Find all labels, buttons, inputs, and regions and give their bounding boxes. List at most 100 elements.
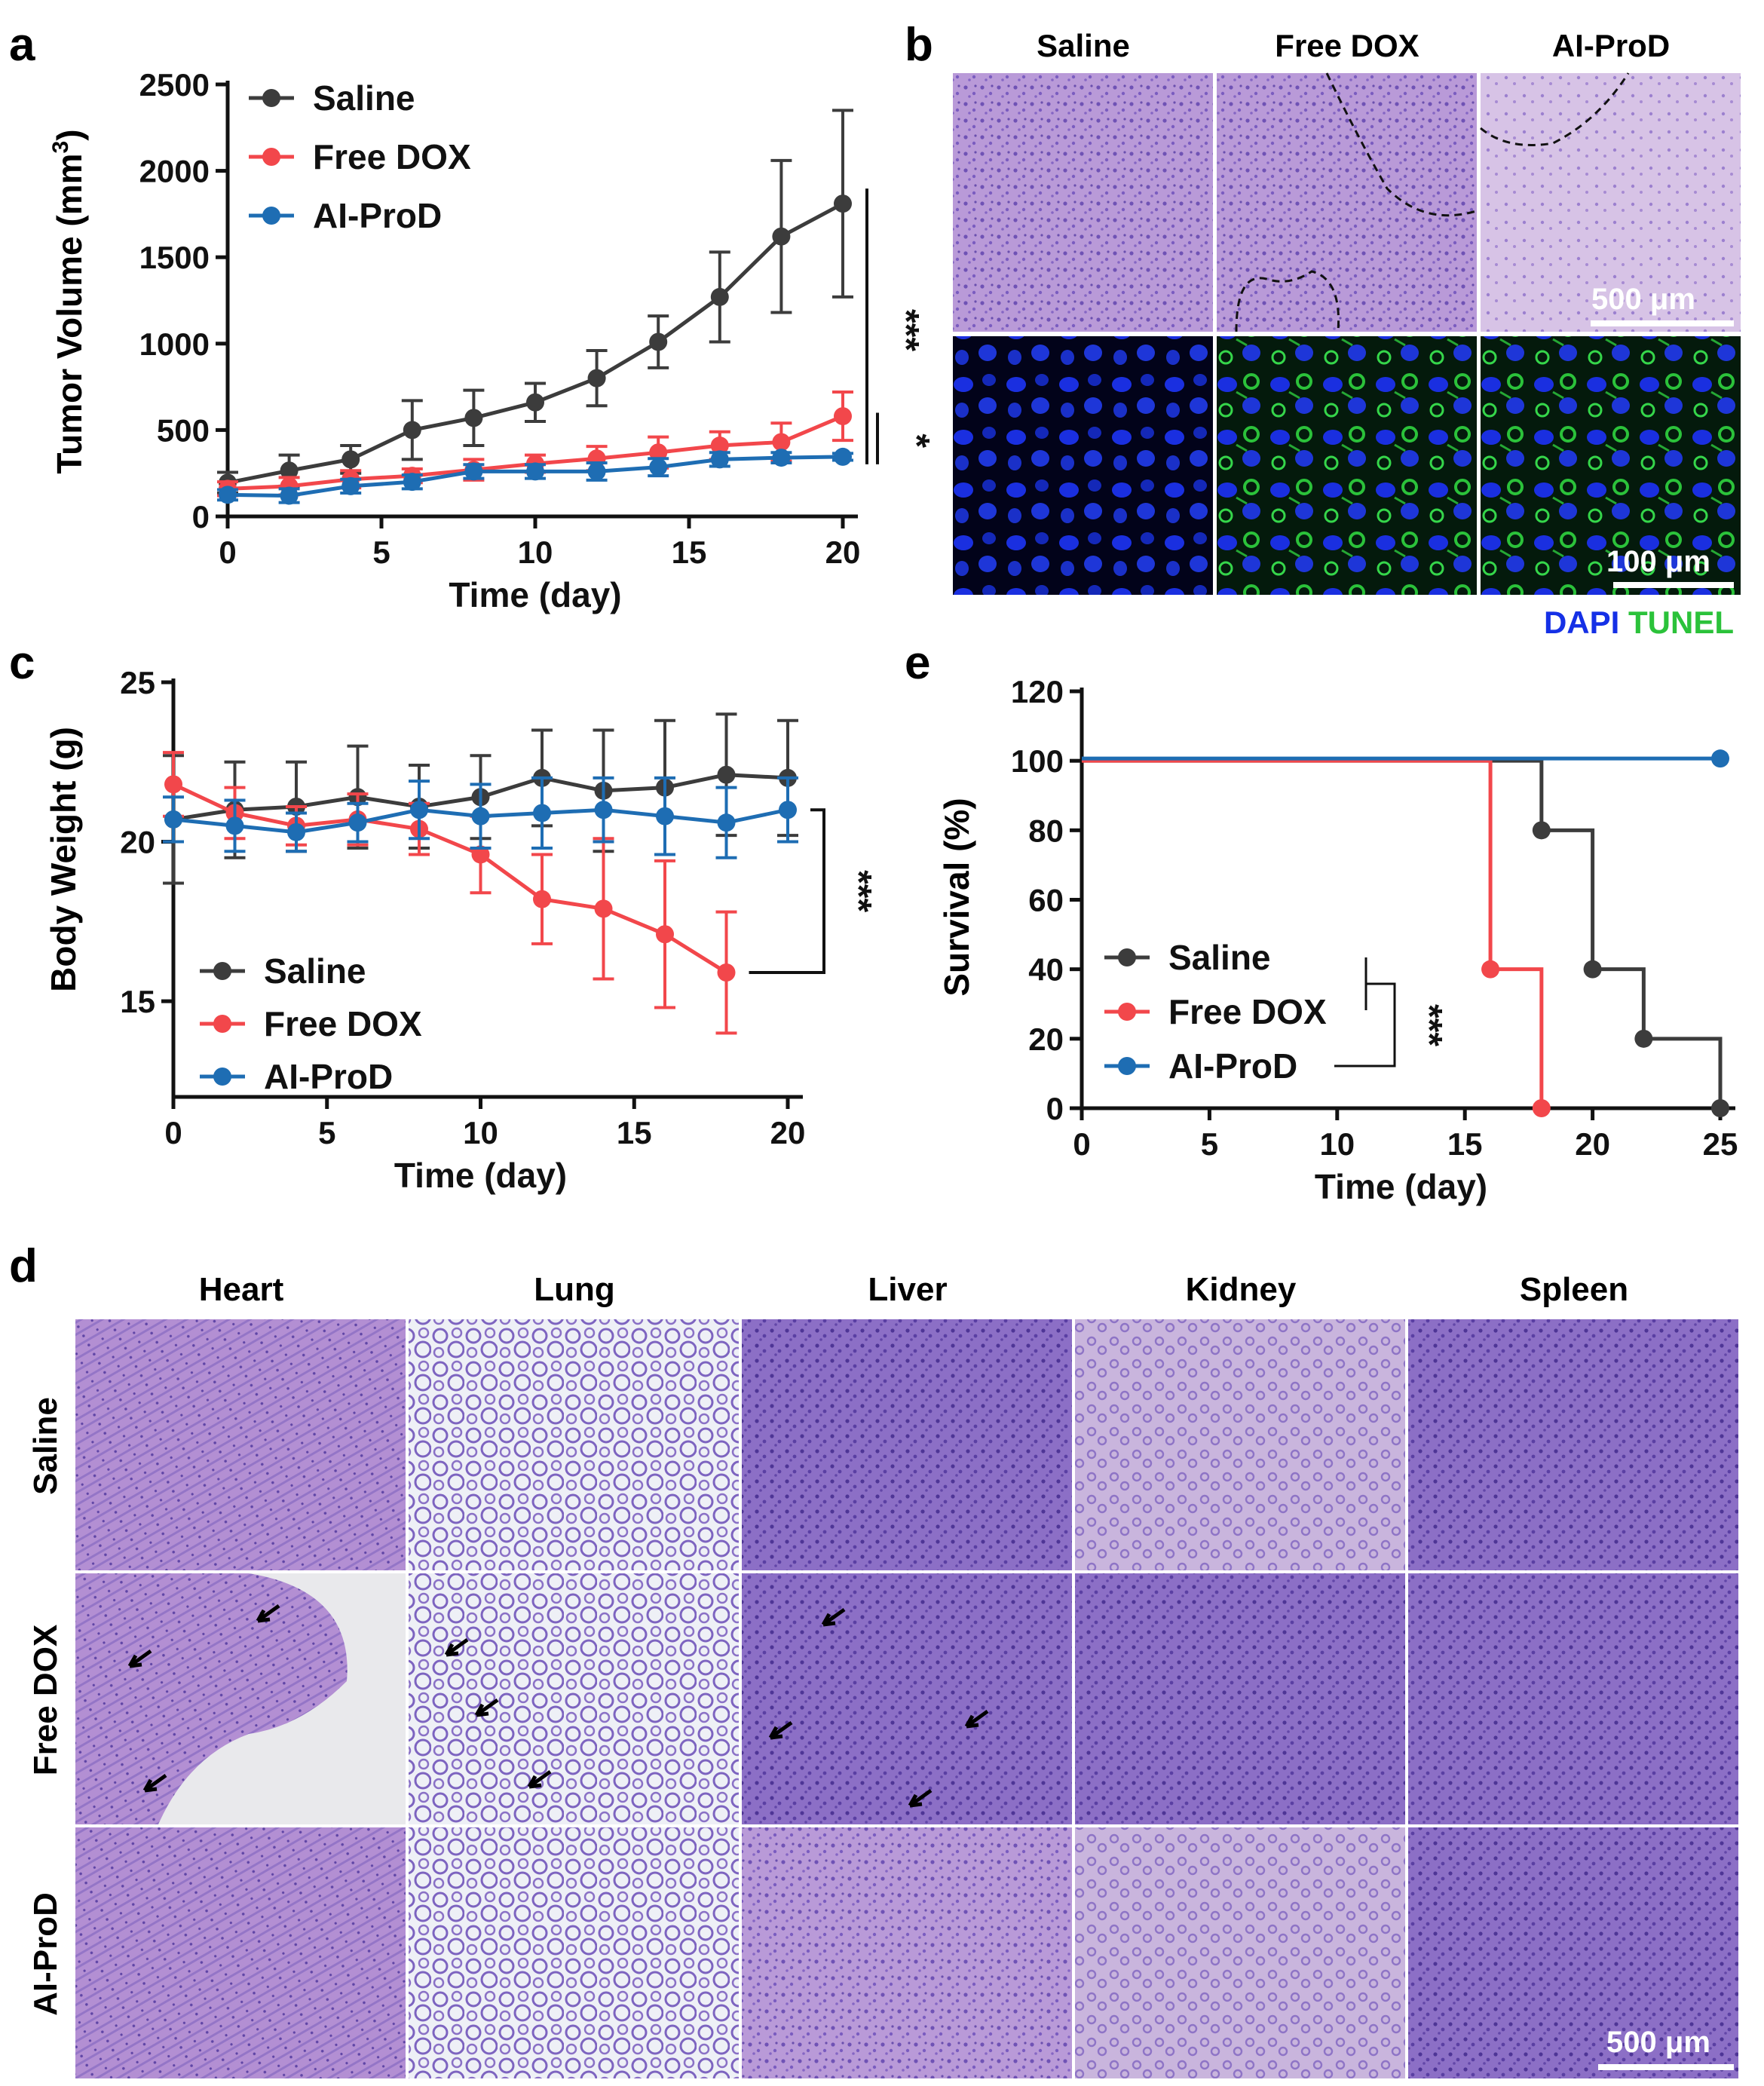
- he-heart-saline: [75, 1319, 406, 1570]
- data-point: [219, 486, 237, 504]
- event-marker: [1583, 960, 1602, 979]
- x-tick-label: 5: [372, 535, 390, 570]
- data-point: [834, 447, 852, 466]
- he-kidney-saline: [1075, 1319, 1405, 1570]
- legend-marker: [262, 89, 280, 107]
- data-point: [341, 476, 360, 495]
- lesion-arrows: [127, 1604, 989, 1808]
- legend-marker: [262, 207, 280, 225]
- panel-d-row-aiprod: AI-ProD: [27, 1892, 64, 2016]
- legend-label: AI-ProD: [264, 1057, 393, 1096]
- x-tick-label: 0: [1073, 1126, 1090, 1162]
- x-tick-label: 10: [1319, 1126, 1355, 1162]
- scale-bar-label-d: 500 μm: [1606, 2026, 1710, 2059]
- data-point: [772, 227, 791, 246]
- tunel-image-aiprod: [1481, 336, 1741, 595]
- data-point: [164, 775, 182, 794]
- data-point: [834, 195, 852, 213]
- he-liver-saline: [742, 1319, 1072, 1570]
- event-marker: [1532, 1099, 1551, 1117]
- y-tick-label: 1000: [139, 326, 210, 362]
- stain-legend: DAPI TUNEL: [1544, 605, 1734, 640]
- data-point: [834, 407, 852, 426]
- data-point: [280, 461, 299, 480]
- data-point: [533, 804, 551, 822]
- event-marker: [1532, 821, 1551, 840]
- legend-marker: [1118, 948, 1136, 966]
- data-point: [717, 963, 736, 982]
- data-point: [348, 813, 367, 832]
- he-lung-free-dox: [409, 1573, 739, 1824]
- arrow-icon: [127, 1649, 152, 1668]
- y-axis-label-part: ): [50, 129, 89, 140]
- scale-bar-d: [1598, 2064, 1734, 2070]
- he-image-saline: [953, 73, 1213, 332]
- data-point: [280, 486, 299, 505]
- event-marker: [1711, 749, 1729, 768]
- sig-label-survival: ***: [1409, 1004, 1449, 1046]
- panel-b-he-row: 500 μm: [953, 72, 1741, 332]
- he-liver-free-dox: [742, 1573, 1072, 1824]
- panel-b-column-labels: Saline Free DOX AI-ProD: [1037, 28, 1670, 63]
- x-tick-label: 20: [1575, 1126, 1610, 1162]
- panel-b-col-free-dox: Free DOX: [1275, 28, 1419, 63]
- survival-curve-Free DOX: [1082, 758, 1544, 1108]
- data-point: [471, 845, 490, 864]
- panel-b-tunel-row: 100 μm: [953, 336, 1741, 595]
- y-tick-label: 40: [1028, 952, 1064, 988]
- data-point: [717, 765, 736, 784]
- sig-label-weight: ***: [838, 870, 878, 912]
- data-point: [710, 287, 729, 306]
- arrow-icon: [444, 1637, 469, 1657]
- panel-d-col-spleen: Spleen: [1520, 1271, 1628, 1308]
- legend-label: Saline: [264, 951, 366, 991]
- x-tick-label: 0: [164, 1115, 182, 1150]
- data-point: [710, 436, 729, 455]
- tunel-image-free-dox: [1217, 336, 1477, 595]
- y-tick-label: 120: [1011, 674, 1064, 709]
- x-tick-label: 20: [825, 535, 861, 570]
- legend-marker: [213, 1015, 231, 1033]
- x-axis-label: Time (day): [449, 575, 621, 614]
- legend-marker: [262, 148, 280, 166]
- arrow-icon: [142, 1773, 167, 1793]
- data-point: [710, 450, 729, 469]
- data-point: [225, 816, 244, 835]
- x-tick-label: 15: [1447, 1126, 1483, 1162]
- data-point: [587, 369, 606, 387]
- legend-marker: [213, 1068, 231, 1086]
- x-tick-label: 5: [1201, 1126, 1218, 1162]
- arrow-icon: [821, 1607, 846, 1627]
- x-tick-label: 10: [463, 1115, 498, 1150]
- event-marker: [1634, 1029, 1653, 1048]
- data-point: [772, 449, 791, 467]
- data-point: [594, 801, 613, 819]
- data-point: [649, 332, 668, 351]
- data-point: [526, 462, 544, 481]
- series-line-Free DOX: [172, 783, 727, 975]
- data-point: [287, 822, 305, 841]
- y-tick-label: 60: [1028, 883, 1064, 918]
- body-weight-chart: 0 5 10 15 20 15 20 25 Time (day) Body Weight (g) S…: [44, 665, 878, 1195]
- legend-label: Free DOX: [264, 1004, 422, 1043]
- y-tick-label: 100: [1011, 743, 1064, 779]
- panel-d-col-heart: Heart: [199, 1271, 284, 1308]
- panel-d-row-free-dox: Free DOX: [27, 1625, 64, 1776]
- x-tick-label: 5: [318, 1115, 335, 1150]
- y-tick-label: 80: [1028, 813, 1064, 848]
- stain-tunel: TUNEL: [1628, 605, 1734, 640]
- panel-d-row-saline: Saline: [27, 1397, 64, 1495]
- x-axis-label: Time (day): [394, 1156, 567, 1195]
- data-point: [649, 458, 668, 476]
- data-point: [526, 393, 544, 412]
- data-point: [649, 443, 668, 462]
- data-point: [464, 462, 483, 481]
- he-liver-aiprod: [742, 1827, 1072, 2078]
- panel-b-col-saline: Saline: [1037, 28, 1130, 63]
- y-axis-label-part: 3: [48, 141, 73, 154]
- data-point: [164, 810, 182, 829]
- y-axis-label: Survival (%): [937, 798, 976, 996]
- legend-marker: [213, 962, 231, 980]
- he-spleen-aiprod: [1408, 1827, 1738, 2078]
